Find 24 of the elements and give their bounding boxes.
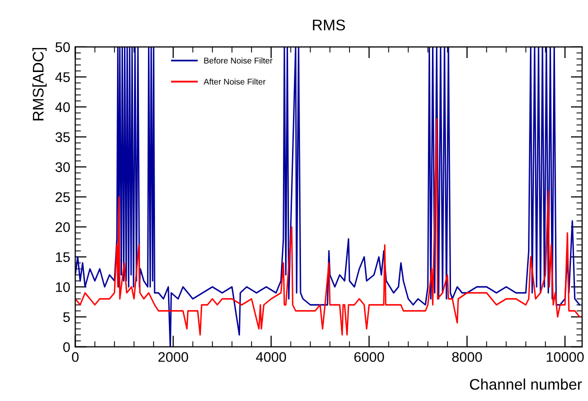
x-tick-label: 2000	[158, 352, 188, 362]
x-tick-label: 6000	[354, 352, 384, 362]
y-tick-label: 40	[55, 102, 70, 112]
y-axis-title: RMS[ADC]	[32, 48, 47, 120]
y-tick-label: 35	[55, 132, 70, 142]
y-tick-label: 5	[63, 312, 70, 322]
legend-label: After Noise Filter	[204, 78, 266, 85]
y-tick-label: 25	[56, 192, 70, 202]
line-series	[75, 46, 580, 347]
x-tick-label: 8000	[452, 352, 482, 362]
x-axis-title: Channel number	[470, 378, 582, 390]
y-tick-label: 10	[56, 282, 70, 292]
x-tick-label: 0	[72, 352, 79, 362]
y-tick-label: 45	[55, 72, 70, 82]
legend-label: Before Noise Filter	[204, 57, 272, 64]
y-tick-label: 30	[55, 162, 70, 172]
line-series	[75, 118, 580, 336]
chart-title: RMS	[312, 20, 345, 30]
y-tick-label: 0	[63, 342, 70, 352]
y-tick-label: 50	[56, 42, 70, 52]
y-tick-label: 15	[56, 252, 70, 262]
x-tick-label: 10000	[546, 352, 584, 362]
y-tick-label: 20	[56, 222, 70, 232]
x-tick-label: 4000	[256, 352, 286, 362]
